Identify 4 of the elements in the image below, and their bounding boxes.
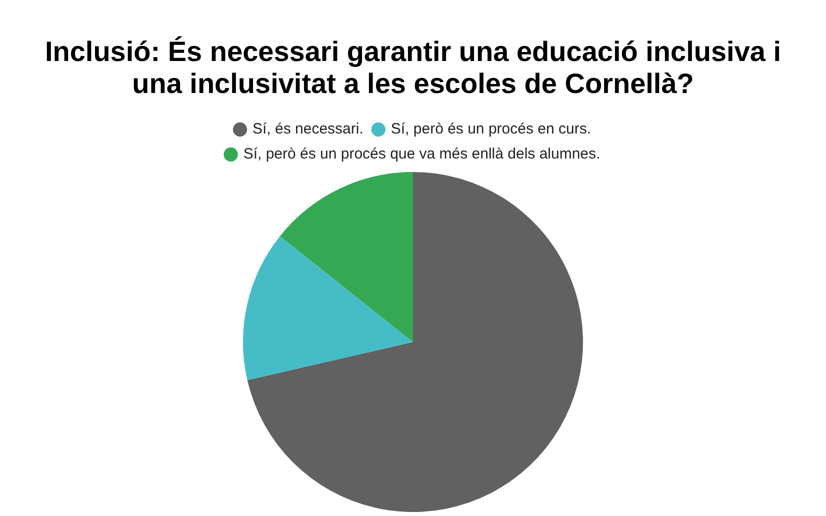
legend-label: Sí, és necessari.	[252, 120, 364, 138]
chart-title: Inclusió: És necessari garantir una educació inclusiva i una inclusivitat a les escoles de Cornellà?	[44, 36, 782, 100]
legend-label: Sí, però és un procés en curs.	[390, 120, 591, 138]
legend-label: Sí, però és un procés que va més enllà dels alumnes.	[243, 146, 600, 163]
